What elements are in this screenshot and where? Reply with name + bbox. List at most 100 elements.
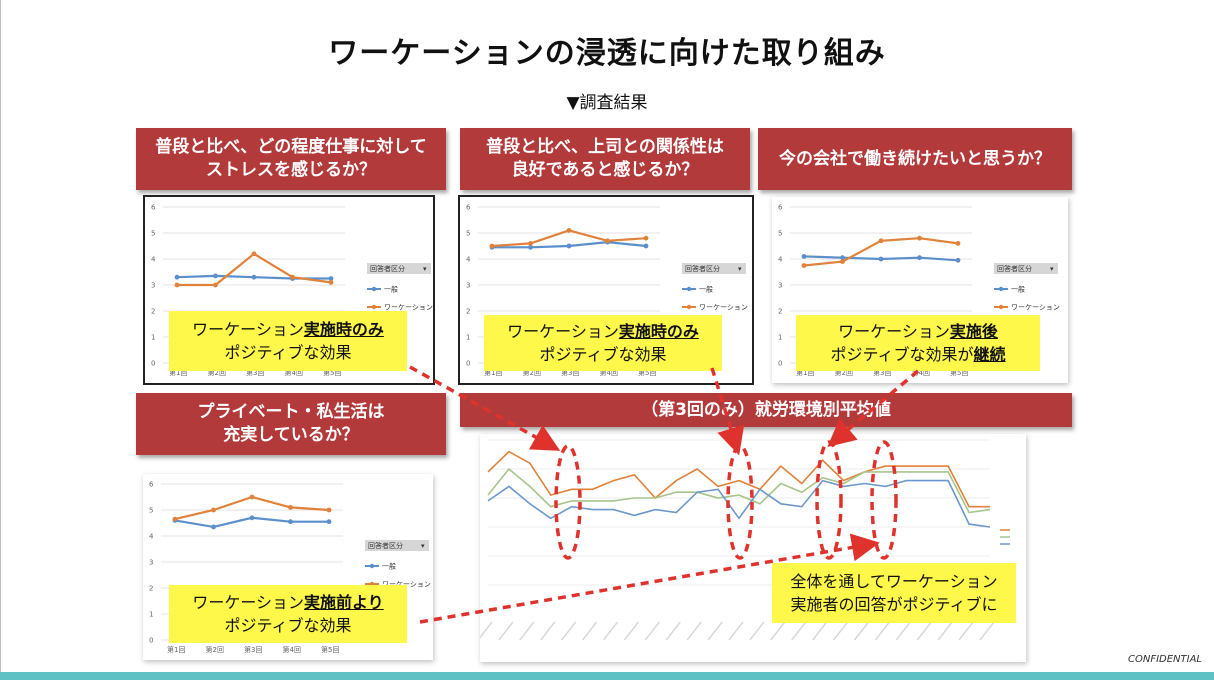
x-tick-mark xyxy=(937,621,953,641)
legend-marker xyxy=(998,304,1004,310)
legend-title-box xyxy=(365,540,429,551)
x-tick-mark xyxy=(812,621,828,641)
data-point xyxy=(489,243,495,249)
y-tick-label: 5 xyxy=(151,230,155,238)
data-point xyxy=(605,238,610,244)
x-tick-label: 第4回 xyxy=(912,368,930,377)
data-point xyxy=(955,241,961,246)
x-tick-label: 第3回 xyxy=(244,645,262,654)
y-tick-label: 4 xyxy=(151,256,156,264)
note-line-2: ポジティブな効果 xyxy=(224,341,351,364)
note-text: ポジティブな効果 xyxy=(539,345,667,364)
x-tick-mark xyxy=(707,621,723,641)
x-tick-mark xyxy=(602,621,619,641)
x-tick-mark xyxy=(644,621,660,641)
x-tick-mark xyxy=(958,621,974,641)
x-tick-mark xyxy=(665,621,681,641)
x-tick-mark xyxy=(540,621,556,641)
data-point xyxy=(211,524,216,530)
data-point xyxy=(643,243,649,249)
data-point xyxy=(528,244,533,250)
data-point xyxy=(174,274,180,280)
y-tick-label: 1 xyxy=(466,334,470,342)
x-tick-label: 第2回 xyxy=(208,368,226,377)
y-tick-label: 3 xyxy=(466,282,470,290)
data-point xyxy=(917,235,922,241)
page-title: ワーケーションの浸透に向けた取り組み xyxy=(328,36,886,71)
banner-boss-relation: 普段と比べ、上司との関係性は 良好であると感じるか？ xyxy=(460,128,750,190)
chart-panel-environment-average xyxy=(480,434,1026,662)
data-point xyxy=(213,273,218,279)
x-tick-mark xyxy=(498,621,514,641)
legend-title-box xyxy=(994,263,1058,274)
y-tick-label: 3 xyxy=(149,559,153,567)
confidential-label: CONFIDENTIAL xyxy=(1127,654,1202,665)
x-tick-label: 第3回 xyxy=(561,368,579,377)
note-highlight: 実施時のみ xyxy=(303,319,384,339)
x-tick-mark xyxy=(895,621,911,641)
note-line-1: ワーケーション実施時のみ xyxy=(507,320,699,343)
note-text: ポジティブな効果 xyxy=(224,343,352,362)
data-point xyxy=(290,274,295,280)
y-tick-label: 2 xyxy=(151,308,155,316)
y-tick-label: 3 xyxy=(778,282,782,290)
data-point xyxy=(172,516,178,522)
legend-label: 一般 xyxy=(382,562,396,571)
x-tick-mark xyxy=(916,621,932,641)
data-point xyxy=(174,282,180,288)
note-highlight: 実施時のみ xyxy=(618,321,699,341)
data-point xyxy=(917,255,922,261)
y-tick-label: 0 xyxy=(778,360,782,368)
y-tick-label: 4 xyxy=(466,256,471,264)
series-line xyxy=(487,467,991,514)
x-tick-mark xyxy=(561,621,577,641)
note-stress: ワーケーション実施時のみ ポジティブな効果 xyxy=(169,311,407,371)
note-overall: 全体を通してワーケーション 実施者の回答がポジティブに xyxy=(772,563,1016,623)
data-point xyxy=(955,257,961,263)
data-point xyxy=(328,276,334,281)
slide-edge xyxy=(0,0,1,680)
y-tick-label: 4 xyxy=(149,533,154,541)
note-text: ポジティブな効果が xyxy=(830,345,974,364)
data-point xyxy=(249,494,255,500)
note-line-1: 全体を通してワーケーション xyxy=(790,571,998,591)
banner-private-life: プライベート・私生活は 充実しているか？ xyxy=(136,393,446,455)
legend-label: 一般 xyxy=(1011,285,1025,294)
note-continue-work: ワーケーション実施後 ポジティブな効果が継続 xyxy=(796,315,1040,371)
legend-marker xyxy=(686,304,692,310)
data-point xyxy=(251,274,257,280)
x-tick-label: 第5回 xyxy=(950,368,968,377)
banner-line: ストレスを感じるか？ xyxy=(206,160,376,180)
y-tick-label: 2 xyxy=(778,308,782,316)
legend-title: 回答者区分 xyxy=(368,541,403,550)
data-point xyxy=(288,505,293,510)
legend-marker xyxy=(371,286,377,292)
note-line-1: ワーケーション実施時のみ xyxy=(192,318,384,341)
environment-average-line-chart xyxy=(480,439,1010,641)
y-tick-label: 3 xyxy=(151,282,155,290)
x-tick-label: 第1回 xyxy=(169,368,187,377)
note-line-2: ポジティブな効果 xyxy=(224,614,351,637)
x-tick-label: 第4回 xyxy=(283,645,301,654)
data-point xyxy=(528,241,533,246)
x-tick-label: 第1回 xyxy=(167,645,185,654)
x-tick-mark xyxy=(832,621,849,641)
chevron-down-icon: ▾ xyxy=(738,265,742,273)
legend-label: ワーケーション xyxy=(1011,304,1060,312)
x-tick-label: 第5回 xyxy=(323,368,341,377)
x-tick-label: 第5回 xyxy=(321,645,339,654)
y-tick-label: 6 xyxy=(778,204,783,212)
footer-bar xyxy=(0,672,1214,680)
data-point xyxy=(643,235,649,241)
legend-title-box xyxy=(682,263,746,274)
data-point xyxy=(326,519,332,525)
x-tick-mark xyxy=(791,621,807,641)
banner-line: 普段と比べ、上司との関係性は xyxy=(486,137,724,158)
data-point xyxy=(801,263,807,268)
data-point xyxy=(288,519,293,525)
x-tick-mark xyxy=(749,621,765,641)
y-tick-label: 2 xyxy=(466,308,470,316)
x-tick-label: 第3回 xyxy=(246,368,264,377)
x-tick-label: 第1回 xyxy=(796,368,814,377)
